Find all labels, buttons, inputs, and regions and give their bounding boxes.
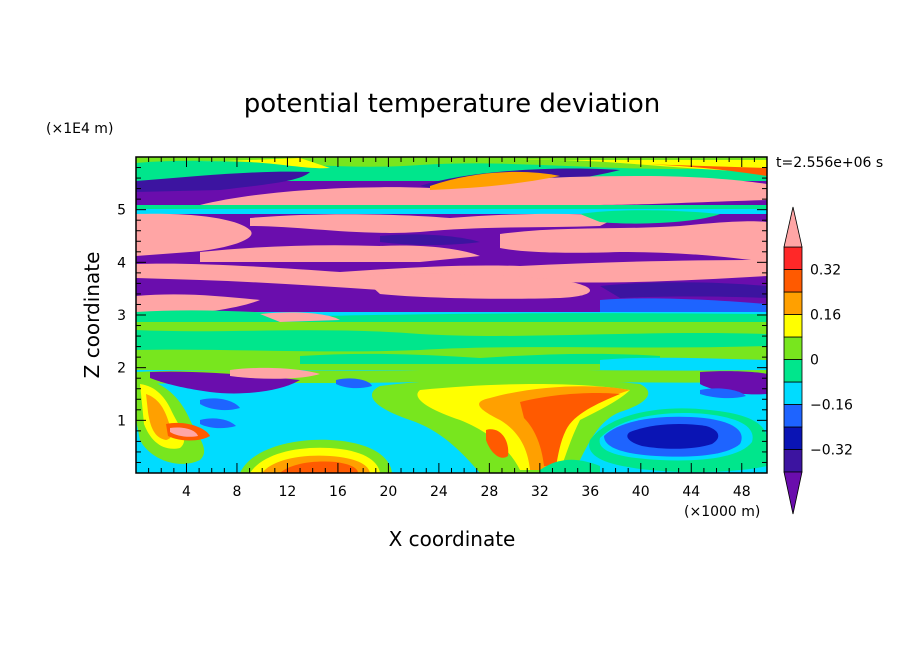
time-label: t=2.556e+06 s xyxy=(776,155,883,171)
x-tick-label: 12 xyxy=(279,484,297,500)
y-ticks: 1 2 3 4 5 xyxy=(117,167,767,463)
colorbar-box xyxy=(783,246,803,270)
colorbar-box xyxy=(783,336,803,360)
x-ticks: 4 8 12 16 20 24 28 32 36 40 44 48 xyxy=(148,157,755,500)
colorbar-label: −0.16 xyxy=(810,398,853,414)
y-axis-label: Z coordinate xyxy=(80,252,104,379)
x-tick-label: 4 xyxy=(182,484,191,500)
y-tick-label: 5 xyxy=(117,203,126,219)
colorbar-box xyxy=(783,381,803,405)
colorbar-extend-max xyxy=(783,206,803,248)
colorbar-label: 0.32 xyxy=(810,263,841,279)
x-axis-unit: (×1000 m) xyxy=(684,504,760,520)
colorbar-box xyxy=(783,404,803,428)
x-tick-label: 16 xyxy=(329,484,347,500)
colorbar-box xyxy=(783,359,803,383)
colorbar-box xyxy=(783,449,803,473)
colorbar-box xyxy=(783,269,803,293)
x-tick-label: 44 xyxy=(682,484,700,500)
colorbar-label: −0.32 xyxy=(810,443,853,459)
contour-field xyxy=(136,157,767,473)
colorbar-box xyxy=(783,314,803,338)
chart-title: potential temperature deviation xyxy=(244,89,660,119)
colorbar-label: 0 xyxy=(810,353,819,369)
y-tick-label: 2 xyxy=(117,361,126,377)
x-tick-label: 28 xyxy=(480,484,498,500)
x-tick-label: 40 xyxy=(632,484,650,500)
colorbar-box xyxy=(783,426,803,450)
colorbar-label: 0.16 xyxy=(810,308,841,324)
x-tick-label: 8 xyxy=(232,484,241,500)
y-tick-label: 1 xyxy=(117,413,126,429)
x-axis-label: X coordinate xyxy=(389,527,516,551)
colorbar-box xyxy=(783,291,803,315)
y-tick-label: 3 xyxy=(117,308,126,324)
x-tick-label: 36 xyxy=(581,484,599,500)
x-tick-label: 48 xyxy=(733,484,751,500)
x-tick-label: 24 xyxy=(430,484,448,500)
y-tick-label: 4 xyxy=(117,255,126,271)
x-tick-label: 20 xyxy=(379,484,397,500)
colorbar-extend-min xyxy=(783,471,803,515)
colorbar: 0.32 0.16 0 −0.16 −0.32 xyxy=(783,206,853,515)
x-tick-label: 32 xyxy=(531,484,549,500)
y-axis-unit: (×1E4 m) xyxy=(46,121,113,137)
